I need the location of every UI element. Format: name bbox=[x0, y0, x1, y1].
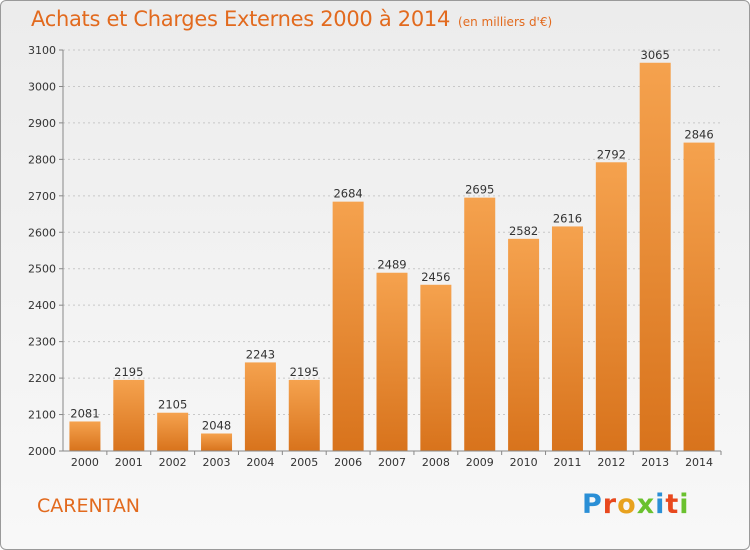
x-tick-label: 2007 bbox=[378, 456, 406, 469]
logo-letter: i bbox=[679, 489, 690, 520]
y-tick-label: 2100 bbox=[28, 409, 56, 422]
x-tick-label: 2006 bbox=[334, 456, 362, 469]
x-tick-label: 2011 bbox=[553, 456, 581, 469]
bar-2001 bbox=[113, 379, 145, 451]
y-tick-label: 2700 bbox=[28, 190, 56, 203]
bar-2009 bbox=[464, 197, 496, 451]
y-tick-label: 2200 bbox=[28, 372, 56, 385]
bar-value-label: 2195 bbox=[114, 365, 143, 379]
x-tick-label: 2009 bbox=[466, 456, 494, 469]
bar-2010 bbox=[508, 238, 540, 451]
x-tick-label: 2000 bbox=[71, 456, 99, 469]
bar-2004 bbox=[244, 362, 276, 451]
logo-letter: P bbox=[582, 489, 603, 520]
x-tick-label: 2002 bbox=[159, 456, 187, 469]
bar-2000 bbox=[69, 421, 101, 451]
x-tick-label: 2013 bbox=[641, 456, 669, 469]
chart-subtitle: (en milliers d'€) bbox=[458, 15, 553, 29]
y-tick-label: 2300 bbox=[28, 336, 56, 349]
bar-value-label: 2684 bbox=[333, 187, 362, 201]
bar-2013 bbox=[639, 62, 671, 451]
bar-value-label: 2792 bbox=[597, 147, 626, 161]
bar-value-label: 2105 bbox=[158, 398, 187, 412]
bar-value-label: 2582 bbox=[509, 224, 538, 238]
bar-value-label: 2695 bbox=[465, 183, 494, 197]
y-tick-label: 3000 bbox=[28, 80, 56, 93]
x-axis: 2000 2001 2002 2003 2004 2005 2006 2007 2008 2009… bbox=[63, 450, 722, 469]
bar-2011 bbox=[551, 226, 583, 451]
logo-letter: i bbox=[655, 489, 666, 520]
y-tick-label: 2400 bbox=[28, 299, 56, 312]
y-tick-label: 2600 bbox=[28, 226, 56, 239]
x-tick-label: 2014 bbox=[685, 456, 713, 469]
bar-2003 bbox=[201, 433, 233, 451]
x-tick-label: 2010 bbox=[510, 456, 538, 469]
y-axis: 2000 2100 2200 2300 2400 2500 2600 2700 2800 2900… bbox=[28, 44, 64, 458]
bar-value-label: 2081 bbox=[70, 406, 99, 420]
bar-value-label: 2456 bbox=[421, 270, 450, 284]
x-tick-label: 2001 bbox=[115, 456, 143, 469]
bar-2005 bbox=[288, 379, 320, 451]
y-tick-label: 2000 bbox=[28, 445, 56, 458]
y-tick-label: 2900 bbox=[28, 117, 56, 130]
bar-value-label: 2846 bbox=[684, 128, 713, 142]
bar-value-label: 3065 bbox=[641, 48, 670, 62]
bar-value-label: 2243 bbox=[246, 347, 275, 361]
bar-2014 bbox=[683, 142, 715, 451]
bar-value-label: 2489 bbox=[377, 258, 406, 272]
bar-value-label: 2048 bbox=[202, 419, 231, 433]
y-tick-label: 2500 bbox=[28, 263, 56, 276]
bars: 2081 2195 2105 2048 2243 2195 2684 2489 2456 2695… bbox=[69, 48, 715, 451]
x-tick-label: 2003 bbox=[203, 456, 231, 469]
y-tick-label: 3100 bbox=[28, 44, 56, 57]
chart-title-text: Achats et Charges Externes 2000 à 2014 bbox=[31, 7, 451, 31]
proxiti-logo: Proxiti bbox=[582, 489, 690, 520]
bar-2006 bbox=[332, 201, 364, 451]
bar-2002 bbox=[157, 412, 189, 451]
bar-2008 bbox=[420, 284, 452, 451]
logo-letter: r bbox=[602, 489, 618, 520]
y-tick-label: 2800 bbox=[28, 153, 56, 166]
x-tick-label: 2004 bbox=[246, 456, 274, 469]
logo-letter: x bbox=[636, 489, 656, 520]
x-tick-label: 2005 bbox=[290, 456, 318, 469]
bar-2012 bbox=[595, 162, 627, 451]
x-tick-label: 2008 bbox=[422, 456, 450, 469]
bar-2007 bbox=[376, 272, 408, 451]
bar-value-label: 2616 bbox=[553, 211, 582, 225]
x-tick-label: 2012 bbox=[597, 456, 625, 469]
city-name: CARENTAN bbox=[37, 495, 141, 517]
bar-value-label: 2195 bbox=[290, 365, 319, 379]
chart-title: Achats et Charges Externes 2000 à 2014 (e… bbox=[31, 7, 552, 31]
logo-letter: t bbox=[665, 489, 680, 520]
logo-letter: o bbox=[617, 489, 637, 520]
